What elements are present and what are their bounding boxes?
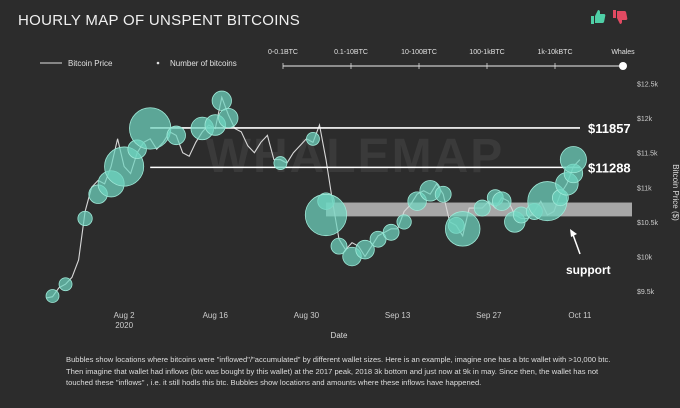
- bubble: [434, 185, 452, 203]
- y-tick-label: $10k: [637, 255, 653, 262]
- bubble: [369, 230, 387, 248]
- y-tick-label: $11k: [637, 185, 652, 192]
- chart-canvas: Bitcoin Price Number of bitcoins 0-0.1BT…: [40, 49, 680, 340]
- slider-tick-label: Whales: [611, 49, 635, 56]
- bubble: [58, 277, 73, 292]
- slider-tick-label: 0.1-10BTC: [334, 49, 368, 56]
- y-tick-label: $11.5k: [637, 151, 658, 158]
- bubble: [218, 107, 239, 129]
- y-tick-label: $12k: [637, 116, 653, 123]
- support-arrow-head: [570, 229, 577, 237]
- legend-price-label: Bitcoin Price: [68, 59, 113, 68]
- thumbs-down-icon[interactable]: [612, 9, 628, 25]
- bubble: [304, 193, 348, 237]
- y-axis-title: Bitcoin Price ($): [671, 164, 680, 221]
- legend-count-swatch: [156, 61, 160, 65]
- x-tick-label: Aug 16: [203, 311, 229, 320]
- legend-count-label: Number of bitcoins: [170, 59, 237, 68]
- x-tick-label: Oct 11: [568, 311, 592, 320]
- bubble: [473, 199, 491, 217]
- y-tick-label: $9.5k: [637, 289, 655, 296]
- slider-tick-label: 0-0.1BTC: [268, 49, 298, 56]
- page-title: HOURLY MAP OF UNSPENT BITCOINS: [18, 12, 301, 29]
- bubble: [559, 146, 587, 174]
- watermark: WHALEMAP: [206, 130, 505, 183]
- bubble: [445, 211, 481, 247]
- y-tick-label: $12.5k: [637, 81, 659, 88]
- x-tick-label: Sep 13: [385, 311, 411, 320]
- resistance-label: $11857: [588, 121, 631, 136]
- resistance-label: $11288: [588, 160, 631, 175]
- support-label: support: [566, 263, 611, 277]
- x-tick-sublabel: 2020: [115, 321, 133, 330]
- bubble: [45, 289, 60, 303]
- x-tick-label: Aug 2: [114, 311, 135, 320]
- slider-handle[interactable]: [619, 62, 627, 70]
- thumbs-up-icon[interactable]: [590, 9, 606, 25]
- bubble: [330, 237, 348, 255]
- x-axis-title: Date: [331, 331, 348, 340]
- bubble: [306, 131, 320, 146]
- slider-tick-label: 100-1kBTC: [469, 49, 504, 56]
- bubble: [129, 107, 172, 150]
- x-tick-label: Sep 27: [476, 311, 502, 320]
- slider-tick-label: 1k-10kBTC: [537, 49, 572, 56]
- bubble: [355, 239, 375, 260]
- chart-caption: Bubbles show locations where bitcoins we…: [66, 355, 611, 388]
- x-tick-label: Aug 30: [294, 311, 320, 320]
- bubble: [273, 156, 288, 170]
- bubble: [396, 214, 412, 230]
- bubble: [166, 125, 186, 146]
- reaction-buttons: [590, 9, 628, 25]
- bubble: [77, 210, 93, 227]
- bubble: [492, 191, 512, 211]
- y-tick-label: $10.5k: [637, 220, 659, 227]
- wallet-size-slider[interactable]: 0-0.1BTC 0.1-10BTC 10-100BTC 100-1kBTC 1k-10…: [268, 49, 635, 70]
- slider-tick-label: 10-100BTC: [401, 49, 437, 56]
- bubble: [211, 90, 232, 111]
- bubble: [382, 223, 400, 241]
